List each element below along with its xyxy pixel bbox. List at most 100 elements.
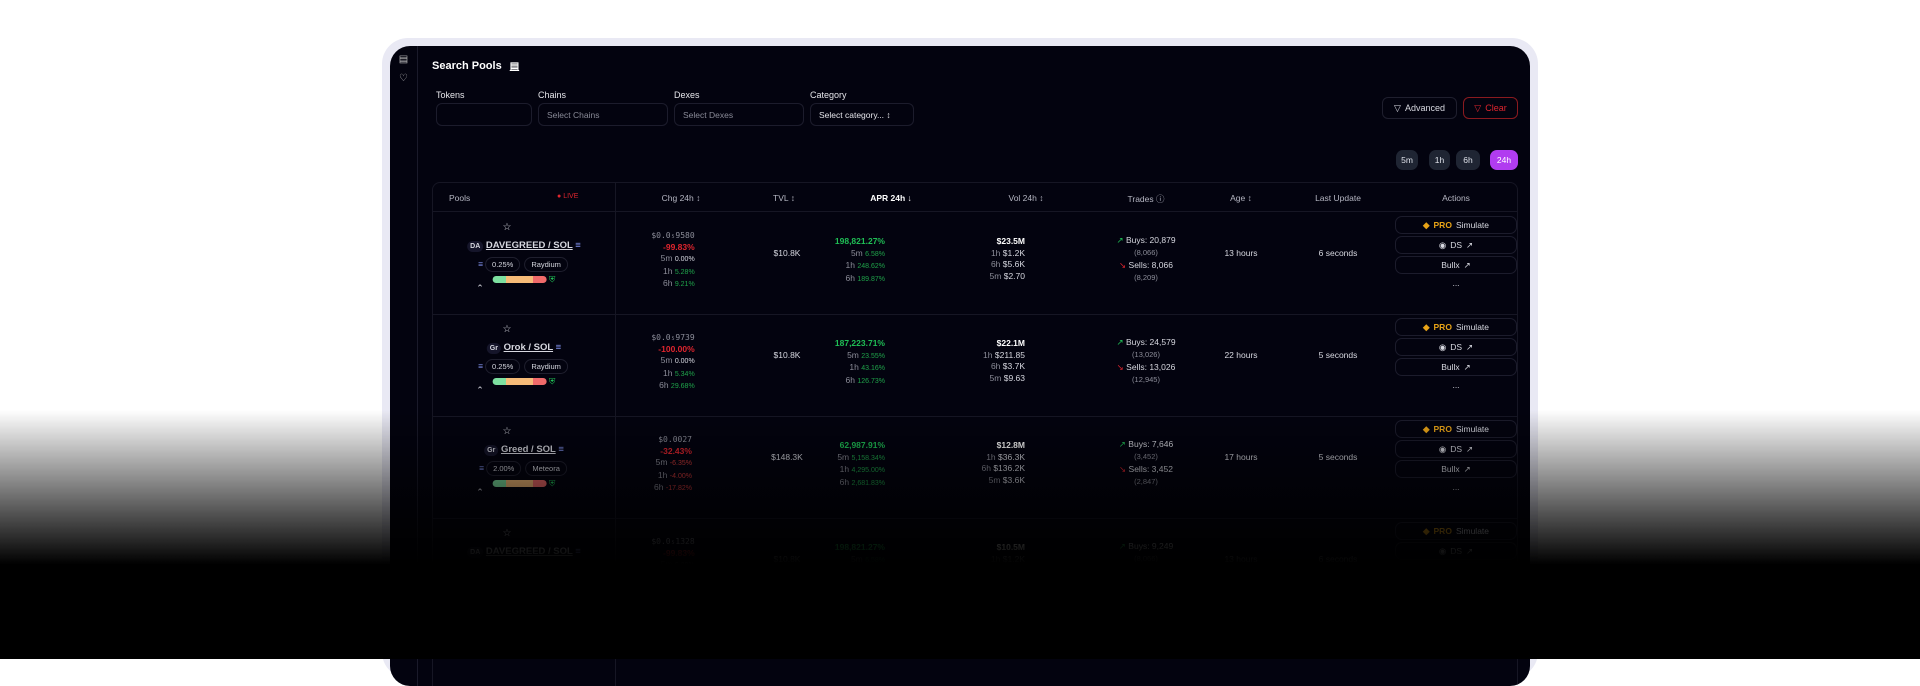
timeframe-6h[interactable]: 6h [1456,150,1480,170]
apr-5m: 6.58% [865,250,885,258]
risk-row: ⛨ [492,376,555,387]
header-chg-label: Chg 24h [661,193,694,203]
header-age-label: Age [1230,193,1246,203]
info-icon[interactable]: ⓘ [1156,194,1165,204]
volume-1h: $1.2K [1002,247,1025,258]
apr-24h: 187,223.71% [834,338,885,348]
chart-icon[interactable]: ▤ [398,54,409,65]
label-5m: 5m [850,247,863,258]
tvl: $10.8K [773,350,801,360]
volume-cell: $23.5M 1h $1.2K 6h $5.6K 5m $2.70 [953,236,1025,282]
external-link-icon: ↗ [1463,361,1471,372]
age: 13 hours [1224,248,1258,258]
tvl: $10.8K [773,248,801,258]
arrow-up-right-icon: ↗ [1116,337,1124,347]
external-link-icon: ↗ [1466,341,1474,352]
risk-bar [492,276,547,284]
ds-button[interactable]: ◉DS↗ [1395,338,1517,356]
pool-name-line: DA DAVEGREED / SOL ≡ [467,240,581,252]
favorite-star-icon[interactable]: ☆ [502,222,512,233]
expand-chevron-icon[interactable]: ⌃ [476,385,484,395]
chains-select[interactable]: Select Chains [538,103,668,126]
header-age[interactable]: Age ↕ [1230,193,1252,203]
row-divider [433,314,1517,315]
pool-name-link[interactable]: Orok / SOL [503,342,554,353]
dex-badge: Raydium [524,359,568,374]
change-cell: $0.0₅9580 -99.83% 5m 0.00% 1h 5.28% 6h 9… [651,230,694,291]
pool-name-line: Gr Orok / SOL ≡ [486,342,561,354]
label-6h: 6h [845,374,855,385]
advanced-button[interactable]: ▽ Advanced [1382,97,1457,119]
more-actions-button[interactable]: ... [1452,278,1460,288]
header-vol[interactable]: Vol 24h ↕ [1009,193,1044,203]
clear-button[interactable]: ▽ Clear [1463,97,1518,119]
category-select[interactable]: Select category... ↕ [810,103,914,126]
table-row[interactable]: ☆ Gr Orok / SOL ≡ ≡ 0.25% Raydium ⛨ ⌃ $0.0… [433,314,1519,416]
heart-icon[interactable]: ♡ [399,73,408,84]
header-actions: Actions [1442,193,1470,203]
bottom-fade-overlay [0,410,1920,659]
solana-icon: ≡ [478,259,484,269]
timeframe-5m[interactable]: 5m [1396,150,1418,170]
header-apr[interactable]: APR 24h ↓ [870,193,912,203]
category-label: Category [810,90,847,100]
bullx-button[interactable]: Bullx↗ [1395,256,1517,274]
external-link-icon: ↗ [1463,259,1471,270]
tokens-input[interactable] [436,103,532,126]
arrow-up-right-icon: ↗ [1116,235,1124,245]
volume-5m: $2.70 [1003,270,1025,281]
ds-button[interactable]: ◉DS↗ [1395,236,1517,254]
arrow-down-right-icon: ↘ [1119,260,1127,270]
dexscreener-icon: ◉ [1438,341,1447,352]
header-apr-label: APR 24h [870,193,906,203]
last-update: 5 seconds [1318,350,1358,360]
change-1h: 5.34% [674,370,695,378]
favorite-star-icon[interactable]: ☆ [502,324,512,335]
label-6h: 6h [845,272,855,283]
bullx-label: Bullx [1441,362,1460,372]
header-divider [433,211,1517,212]
bullx-label: Bullx [1441,260,1460,270]
ds-label: DS [1450,342,1463,352]
change-6h: 9.21% [674,281,695,288]
pool-meta: ≡0.25%Raydium [478,257,570,272]
risk-row: ⛨ [492,274,555,285]
more-actions-button[interactable]: ... [1452,380,1460,390]
token-avatar: Gr [486,343,501,354]
clear-label: Clear [1485,103,1507,113]
apr-cell: 187,223.71% 5m 23.55% 1h 43.16% 6h 126.7… [813,338,885,387]
dex-badge: Raydium [524,257,568,272]
price: $0.0₅9580 [651,231,695,240]
header-trades-label: Trades [1127,194,1154,204]
timeframe-1h[interactable]: 1h [1429,150,1450,170]
solana-icon: ≡ [478,361,484,371]
arrow-down-right-icon: ↘ [1116,362,1124,372]
chart-icon[interactable]: ▤ [509,61,520,72]
simulate-label: Simulate [1455,220,1490,230]
chevron-updown-icon: ↕ [886,110,891,120]
sells-sub: (12,945) [1132,374,1160,384]
label-5m: 5m [989,270,1002,281]
dexes-select[interactable]: Select Dexes [674,103,804,126]
header-tvl[interactable]: TVL ↕ [773,193,795,203]
apr-6h: 189.87% [857,275,885,283]
header-chg[interactable]: Chg 24h ↕ [662,193,701,203]
pool-name-link[interactable]: DAVEGREED / SOL [485,240,573,251]
trades-cell: ↗ Buys: 20,879 (8,066) ↘ Sells: 8,066 (8… [1116,234,1175,284]
change-24h: -100.00% [658,343,695,354]
table-row[interactable]: ☆ DA DAVEGREED / SOL ≡ ≡0.25%Raydium ⛨ ⌃… [433,212,1519,314]
risk-bar [492,378,547,386]
bullx-button[interactable]: Bullx↗ [1395,358,1517,376]
pool-meta: ≡0.25%Raydium [478,359,570,374]
apr-cell: 198,821.27% 5m 6.58% 1h 248.62% 6h 189.8… [813,236,885,285]
expand-chevron-icon[interactable]: ⌃ [476,283,484,293]
volume-6h: $5.6K [1002,259,1025,269]
pro-label: PRO [1433,322,1452,332]
label-6h: 6h [990,259,1001,269]
timeframe-24h[interactable]: 24h [1490,150,1518,170]
header-vol-label: Vol 24h [1008,193,1037,203]
sort-icon: ↕ [790,193,795,203]
fee-badge: 0.25% [485,359,521,374]
